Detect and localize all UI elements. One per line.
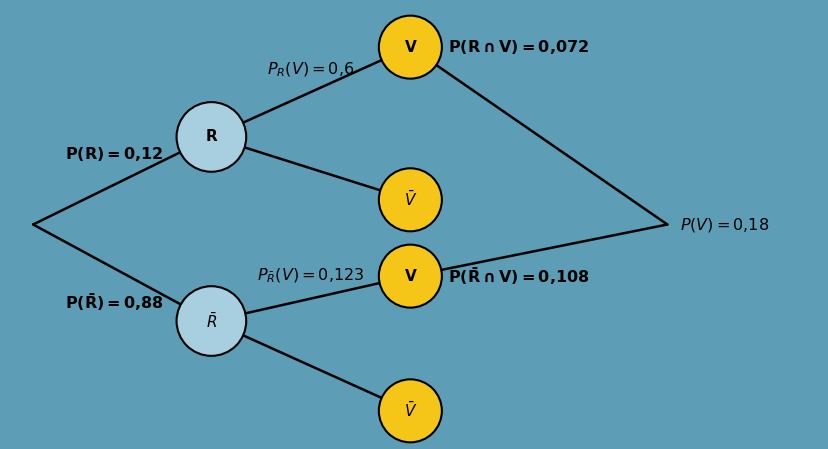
Ellipse shape xyxy=(378,168,441,231)
Text: $\bar{V}$: $\bar{V}$ xyxy=(403,401,416,420)
Text: $\mathbf{P(\bar{R}\cap V)=0{,}108}$: $\mathbf{P(\bar{R}\cap V)=0{,}108}$ xyxy=(447,265,589,287)
Text: V: V xyxy=(404,40,416,55)
Text: $P_R(V)=0{,}6$: $P_R(V)=0{,}6$ xyxy=(267,60,354,79)
Text: $\bar{V}$: $\bar{V}$ xyxy=(403,190,416,209)
Ellipse shape xyxy=(176,102,246,172)
Ellipse shape xyxy=(176,286,246,356)
Text: $P_{\bar{R}}(V)=0{,}123$: $P_{\bar{R}}(V)=0{,}123$ xyxy=(257,267,364,285)
Text: R: R xyxy=(205,129,217,145)
Ellipse shape xyxy=(378,16,441,79)
Text: $\bar{R}$: $\bar{R}$ xyxy=(205,312,217,330)
Text: $\mathbf{P(R\cap V)=0{,}072}$: $\mathbf{P(R\cap V)=0{,}072}$ xyxy=(447,38,588,56)
Ellipse shape xyxy=(378,245,441,308)
Text: $\mathbf{P(\bar{R})=0{,}88}$: $\mathbf{P(\bar{R})=0{,}88}$ xyxy=(65,291,163,313)
Text: $\mathbf{P(R)=0{,}12}$: $\mathbf{P(R)=0{,}12}$ xyxy=(65,145,163,163)
Text: $P(V)=0{,}18$: $P(V)=0{,}18$ xyxy=(679,216,768,233)
Text: V: V xyxy=(404,269,416,284)
Ellipse shape xyxy=(378,379,441,442)
